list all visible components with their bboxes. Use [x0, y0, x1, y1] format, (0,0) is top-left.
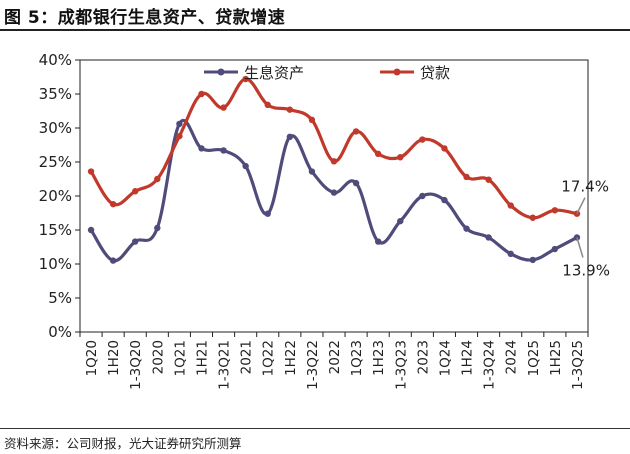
- data-point: [198, 90, 205, 98]
- data-point: [507, 202, 514, 209]
- data-point: [463, 225, 470, 232]
- data-point: [507, 250, 514, 257]
- source-note: 资料来源：公司财报，光大证券研究所测算: [4, 436, 242, 451]
- x-tick-label: 1-3Q22: [305, 340, 321, 390]
- data-point: [286, 133, 294, 141]
- y-tick-label: 0%: [48, 323, 72, 341]
- data-point: [132, 188, 139, 195]
- legend-label-2: 贷款: [420, 64, 450, 82]
- data-point: [419, 192, 426, 200]
- data-point: [264, 210, 271, 217]
- plot-frame: [79, 59, 589, 333]
- data-point: [330, 189, 338, 196]
- data-point: [308, 168, 316, 175]
- y-tick-label: 5%: [48, 289, 72, 307]
- data-point: [198, 145, 205, 152]
- data-point: [220, 104, 227, 111]
- data-point: [176, 120, 183, 128]
- data-point: [441, 145, 448, 152]
- data-point: [308, 116, 316, 124]
- annotation-leader-2: [576, 237, 584, 258]
- x-tick-label: 2021: [239, 340, 255, 374]
- x-tick-label: 1Q25: [526, 340, 542, 376]
- data-point: [397, 217, 404, 225]
- x-tick-label: 1Q20: [84, 340, 100, 376]
- annotation-leader-1: [576, 197, 586, 215]
- y-tick-label: 15%: [39, 221, 72, 239]
- y-tick-label: 35%: [39, 85, 72, 103]
- line-chart: 0% 5% 10% 15% 20% 25% 30% 35% 40% 1Q20 1H20 1-3Q20 2…: [39, 51, 610, 390]
- x-tick-label: 1Q21: [172, 340, 188, 376]
- data-point: [551, 207, 559, 214]
- x-tick-label: 1H20: [106, 340, 122, 376]
- data-point: [463, 173, 470, 181]
- y-tick-label: 30%: [39, 119, 72, 137]
- x-tick-label: 1H24: [460, 340, 476, 376]
- x-tick-label: 1-3Q21: [217, 340, 233, 390]
- data-point: [551, 245, 559, 253]
- data-point: [374, 238, 382, 245]
- data-point: [87, 168, 95, 175]
- annotation-label-asset: 13.9%: [562, 261, 610, 279]
- x-tick-label: 1H21: [194, 340, 210, 376]
- y-tick-label: 40%: [39, 51, 72, 69]
- series-line-1: [89, 119, 579, 263]
- source-divider: [0, 428, 630, 429]
- chart-area: 0% 5% 10% 15% 20% 25% 30% 35% 40% 1Q20 1H20 1-3Q20 2…: [0, 32, 630, 428]
- data-point: [529, 256, 536, 264]
- x-tick-label: 1-3Q23: [393, 340, 409, 390]
- data-point: [132, 238, 139, 245]
- data-point: [330, 158, 338, 165]
- x-tick-label: 1H25: [548, 340, 564, 376]
- data-point: [352, 128, 360, 135]
- data-point: [242, 75, 249, 83]
- y-tick-label: 25%: [39, 153, 72, 171]
- x-tick-label: 1-3Q20: [128, 340, 144, 390]
- data-point: [220, 147, 227, 154]
- data-point: [419, 136, 426, 143]
- x-tick-label: 2022: [327, 340, 343, 374]
- y-tick-label: 10%: [39, 255, 72, 273]
- x-tick-label: 1-3Q24: [482, 340, 498, 390]
- x-tick-label: 1Q24: [437, 340, 453, 376]
- chart-title: 图 5：成都银行生息资产、贷款增速: [4, 8, 286, 28]
- y-tick-label: 20%: [39, 187, 72, 205]
- annotation-label-loan: 17.4%: [561, 178, 609, 196]
- legend-label-1: 生息资产: [244, 64, 304, 82]
- data-point: [264, 101, 271, 109]
- data-point: [154, 175, 161, 183]
- data-point: [109, 257, 117, 264]
- data-point: [485, 176, 492, 183]
- data-point: [397, 154, 404, 161]
- data-point: [529, 214, 536, 221]
- x-tick-label: 1H22: [283, 340, 299, 376]
- legend-marker-2: [393, 68, 401, 76]
- data-point: [286, 106, 294, 113]
- data-point: [374, 150, 382, 158]
- x-tick-label: 1H23: [371, 340, 387, 376]
- data-point: [352, 179, 360, 187]
- data-point: [485, 234, 492, 241]
- title-divider: [0, 29, 630, 31]
- data-point: [154, 224, 161, 232]
- x-tick-label: 1-3Q25: [570, 340, 586, 390]
- x-tick-label: 1Q22: [261, 340, 277, 376]
- x-tick-label: 2023: [415, 340, 431, 374]
- x-tick-label: 2020: [150, 340, 166, 374]
- data-point: [109, 200, 117, 208]
- data-point: [242, 162, 249, 170]
- data-point: [176, 132, 183, 140]
- x-tick-label: 2024: [504, 340, 520, 374]
- x-tick-label: 1Q23: [349, 340, 365, 376]
- data-point: [87, 226, 95, 234]
- legend-marker-1: [217, 68, 225, 76]
- data-point: [441, 196, 448, 204]
